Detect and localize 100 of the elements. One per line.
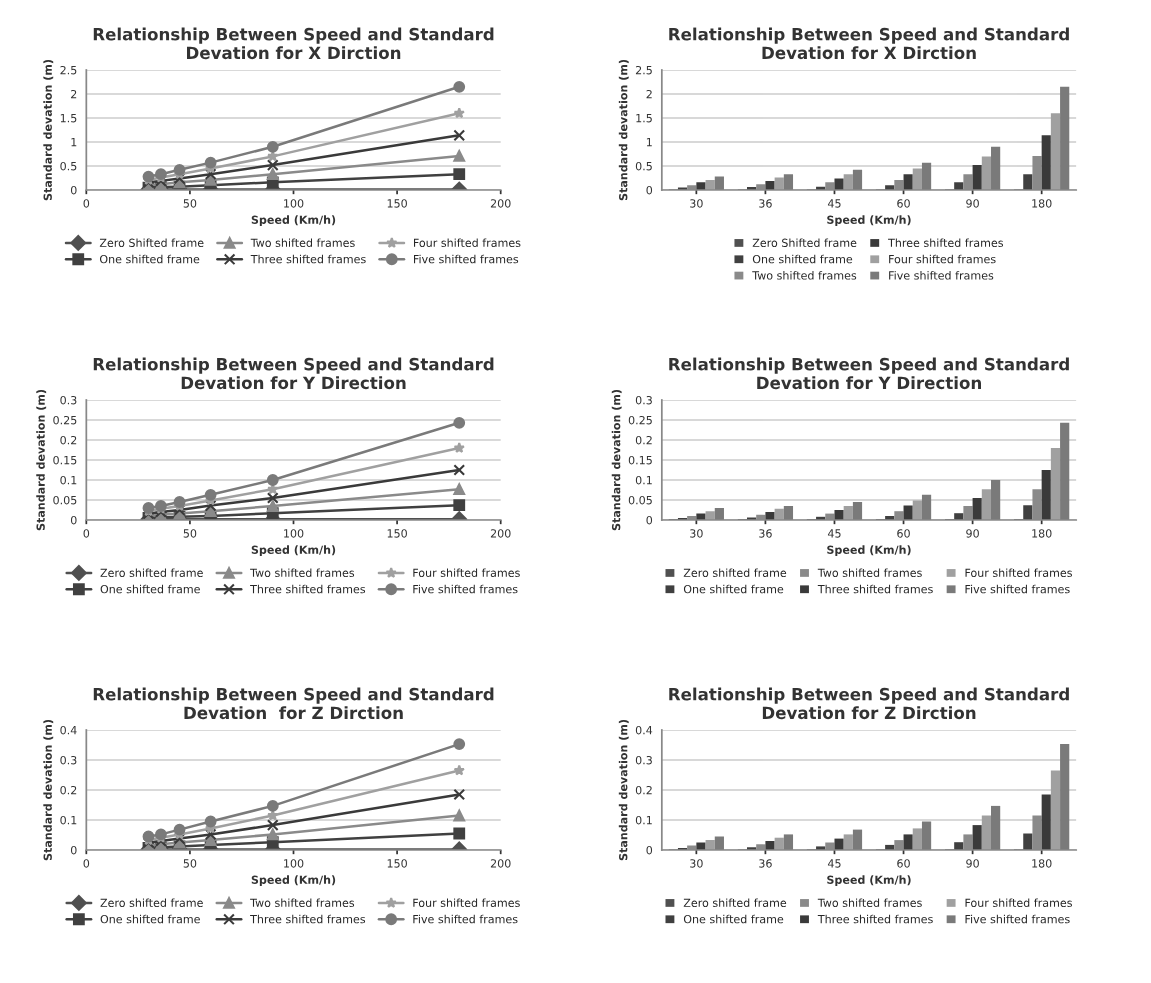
legend-label: One shifted frame [752, 254, 853, 264]
legend-label: Two shifted frames [250, 568, 355, 577]
x-tick-label: 200 [490, 859, 511, 868]
chart-title: Relationship Between Speed and Standard Devation for X Dirction [669, 27, 1069, 60]
x-tick-label: 200 [490, 529, 511, 538]
legend-label: Zero shifted frame [683, 568, 787, 577]
y-tick-label: 0 [70, 185, 77, 195]
x-tick-label: 90 [966, 529, 979, 538]
x-tick-label: 180 [1032, 529, 1052, 538]
x-tick-label: 36 [759, 859, 772, 868]
y-tick-label: 0.5 [60, 161, 77, 171]
legend-label: Five shifted frames [414, 254, 519, 264]
y-axis-title: Standard devation (m) [618, 719, 629, 861]
legend-label: Five shifted frames [413, 914, 518, 924]
y-tick-label: 0.1 [635, 815, 652, 825]
x-tick-label: 100 [284, 859, 304, 868]
x-tick-label: 180 [1032, 199, 1052, 208]
chart-title: Relationship Between Speed and Standard Devation for Y Direction [93, 357, 494, 390]
x-tick-label: 150 [387, 199, 407, 208]
y-tick-label: 1.5 [636, 114, 652, 123]
x-axis-title: Speed (Km/h) [251, 545, 336, 557]
chart-title: Relationship Between Speed and Standard Devation for Z Dirction [669, 687, 1069, 720]
y-tick-label: 0.3 [635, 755, 652, 765]
x-tick-label: 36 [759, 529, 772, 538]
legend-label: Three shifted frames [250, 584, 366, 594]
legend-label: Four shifted frames [413, 568, 520, 577]
x-tick-label: 0 [83, 199, 90, 208]
x-tick-label: 36 [759, 199, 772, 208]
y-tick-label: 0.2 [635, 435, 652, 445]
legend-label: Three shifted frames [817, 914, 933, 924]
x-tick-label: 60 [897, 199, 910, 208]
y-tick-label: 1 [646, 138, 652, 147]
x-tick-label: 30 [690, 859, 703, 868]
y-axis-title: Standard devation (m) [43, 719, 54, 861]
legend-label: Zero shifted frame [683, 898, 787, 907]
legend-label: Three shifted frames [250, 254, 366, 264]
x-tick-label: 0 [83, 529, 90, 538]
x-tick-label: 180 [1032, 859, 1052, 868]
legend-label: One shifted frame [100, 584, 200, 594]
y-tick-label: 0.3 [635, 395, 652, 405]
legend-label: Three shifted frames [817, 584, 933, 594]
legend-label: Four shifted frames [965, 898, 1072, 907]
x-tick-label: 30 [690, 529, 703, 538]
y-tick-label: 0.4 [60, 725, 77, 735]
legend-label: Two shifted frames [250, 238, 355, 247]
y-tick-label: 2 [71, 89, 77, 99]
legend-label: One shifted frame [100, 914, 200, 924]
legend-label: Zero Shifted frame [99, 238, 204, 247]
x-axis-title: Speed (Km/h) [827, 875, 911, 887]
y-tick-label: 0.15 [628, 455, 652, 465]
y-tick-label: 0.3 [60, 755, 77, 765]
x-tick-label: 50 [183, 859, 197, 868]
legend-label: Two shifted frames [817, 568, 922, 577]
y-tick-label: 0.4 [635, 725, 653, 735]
y-tick-label: 0.05 [628, 495, 652, 505]
x-tick-label: 150 [387, 859, 407, 868]
x-tick-label: 60 [897, 859, 910, 868]
x-axis-title: Speed (Km/h) [251, 215, 336, 227]
y-tick-label: 2 [646, 89, 652, 99]
x-tick-label: 45 [827, 199, 841, 208]
legend-label: Three shifted frames [888, 238, 1004, 247]
legend-label: Four shifted frames [413, 898, 520, 907]
x-tick-label: 100 [284, 199, 304, 208]
y-tick-label: 0.1 [60, 475, 77, 485]
chart-title: Relationship Between Speed and Standard Devation for Z Dirction [93, 687, 494, 720]
legend-label: Two shifted frames [250, 898, 355, 907]
y-tick-label: 0 [70, 845, 77, 855]
y-tick-label: 0.25 [628, 415, 652, 425]
legend-label: One shifted frame [99, 254, 200, 264]
legend-label: Zero shifted frame [100, 898, 203, 907]
legend-label: Five shifted frames [965, 914, 1070, 924]
x-axis-title: Speed (Km/h) [827, 545, 911, 557]
y-tick-label: 0 [646, 515, 653, 525]
x-tick-label: 0 [83, 859, 90, 868]
legend-label: Three shifted frames [250, 914, 366, 924]
y-tick-label: 0.1 [60, 815, 77, 825]
legend-label: One shifted frame [683, 584, 784, 594]
y-tick-label: 0.2 [60, 785, 77, 795]
x-axis-title: Speed (Km/h) [251, 875, 336, 887]
x-tick-label: 90 [966, 199, 979, 208]
x-tick-label: 30 [690, 199, 703, 208]
y-tick-label: 0 [70, 515, 77, 525]
chart-title: Relationship Between Speed and Standard Devation for Y Direction [669, 357, 1069, 390]
y-tick-label: 0.3 [60, 395, 77, 405]
y-tick-label: 0.05 [53, 495, 77, 505]
y-tick-label: 1 [71, 138, 77, 147]
legend-label: Four shifted frames [965, 568, 1072, 577]
legend-label: Two shifted frames [817, 898, 922, 907]
y-axis-title: Standard devation (m) [36, 389, 47, 531]
y-tick-label: 0.5 [635, 161, 652, 171]
y-axis-title: Standard devation (m) [43, 59, 54, 201]
x-tick-label: 100 [284, 529, 304, 538]
y-tick-label: 0.25 [53, 415, 77, 425]
x-tick-label: 45 [827, 859, 841, 868]
legend-label: One shifted frame [683, 914, 784, 924]
x-tick-label: 150 [387, 529, 407, 538]
y-tick-label: 0 [646, 845, 653, 855]
y-tick-label: 0.15 [53, 455, 77, 465]
y-axis-title: Standard devation (m) [611, 389, 622, 531]
x-tick-label: 45 [827, 529, 841, 538]
